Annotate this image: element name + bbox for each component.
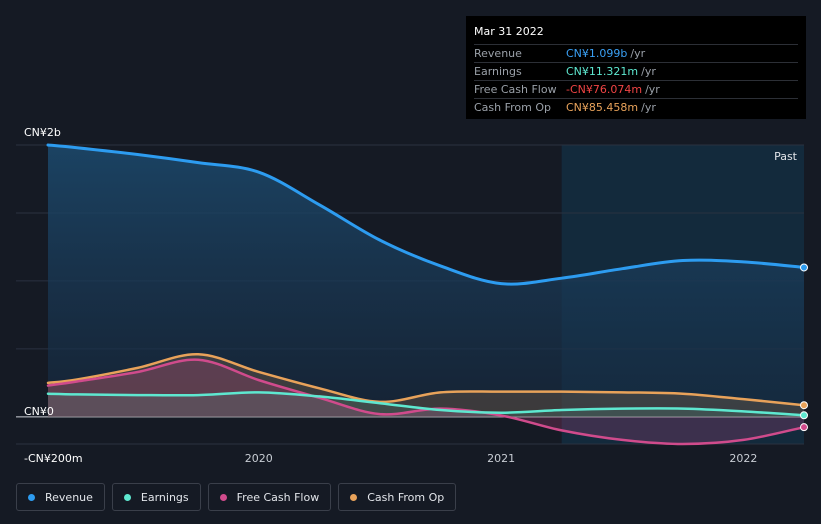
y-axis-labels: CN¥2b CN¥0 -CN¥200m [24, 126, 83, 465]
legend-label: Revenue [45, 490, 93, 504]
legend-label: Cash From Op [367, 490, 445, 504]
data-tooltip: Mar 31 2022 Revenue CN¥1.099b /yr Earnin… [466, 16, 806, 119]
tooltip-row-free-cash-flow: Free Cash Flow -CN¥76.074m /yr [474, 80, 798, 98]
tooltip-label: Earnings [474, 65, 522, 78]
series-areas [48, 145, 804, 444]
tooltip-label: Free Cash Flow [474, 83, 557, 96]
legend-item-revenue[interactable]: Revenue [16, 483, 105, 511]
legend-item-earnings[interactable]: Earnings [111, 483, 201, 511]
legend-dot-icon [28, 493, 35, 501]
x-tick-label: 2021 [487, 452, 515, 465]
free-cash-flow-line [46, 358, 806, 446]
legend-label: Earnings [140, 490, 189, 504]
x-tick-label: 2022 [729, 452, 757, 465]
series-end-dots [800, 263, 808, 432]
legend-item-cash-from-op[interactable]: Cash From Op [338, 483, 457, 511]
free-cash-flow-area [48, 359, 804, 444]
legend-item-free-cash-flow[interactable]: Free Cash Flow [207, 483, 332, 511]
tooltip-row-revenue: Revenue CN¥1.099b /yr [474, 44, 798, 62]
tooltip-row-earnings: Earnings CN¥11.321m /yr [474, 62, 798, 80]
tooltip-unit: /yr [645, 83, 660, 96]
series-lines [46, 143, 806, 446]
tooltip-date: Mar 31 2022 [474, 25, 544, 38]
revenue-area [48, 145, 804, 417]
tooltip-unit: /yr [641, 101, 656, 114]
y-tick-label: CN¥2b [24, 126, 61, 139]
legend-dot-icon [350, 493, 358, 501]
past-label: Past [774, 150, 798, 163]
y-tick-label: -CN¥200m [24, 452, 83, 465]
tooltip-label: Revenue [474, 47, 522, 60]
tooltip-label: Cash From Op [474, 101, 552, 114]
earnings-end-point [800, 411, 808, 420]
y-tick-label: CN¥0 [24, 405, 54, 418]
chart-legend: Revenue Earnings Free Cash Flow Cash Fro… [16, 483, 463, 511]
x-tick-label: 2020 [245, 452, 273, 465]
earnings-line [46, 391, 806, 417]
revenue-end-point [800, 263, 808, 272]
revenue-line [46, 143, 806, 286]
tooltip-value: CN¥85.458m [566, 101, 639, 114]
legend-label: Free Cash Flow [236, 490, 320, 504]
legend-dot-icon [123, 493, 131, 501]
tooltip-value: -CN¥76.074m [566, 83, 643, 96]
x-axis-labels: 2020 2021 2022 [245, 452, 758, 465]
tooltip-unit: /yr [630, 47, 646, 60]
tooltip-row-cash-from-op: Cash From Op CN¥85.458m /yr [474, 98, 798, 116]
cash-from-op-line [46, 353, 806, 407]
cash-from-op-end-point [800, 401, 808, 410]
chart-area: CN¥2b CN¥0 -CN¥200m 2020 2021 2022 Past [16, 126, 808, 465]
earnings-area [48, 392, 804, 417]
free-cash-flow-end-point [800, 423, 808, 432]
legend-dot-icon [219, 493, 227, 501]
cash-from-op-area [48, 354, 804, 417]
tooltip-unit: /yr [641, 65, 656, 78]
tooltip-value: CN¥1.099b [566, 47, 628, 60]
tooltip-value: CN¥11.321m [566, 65, 639, 78]
